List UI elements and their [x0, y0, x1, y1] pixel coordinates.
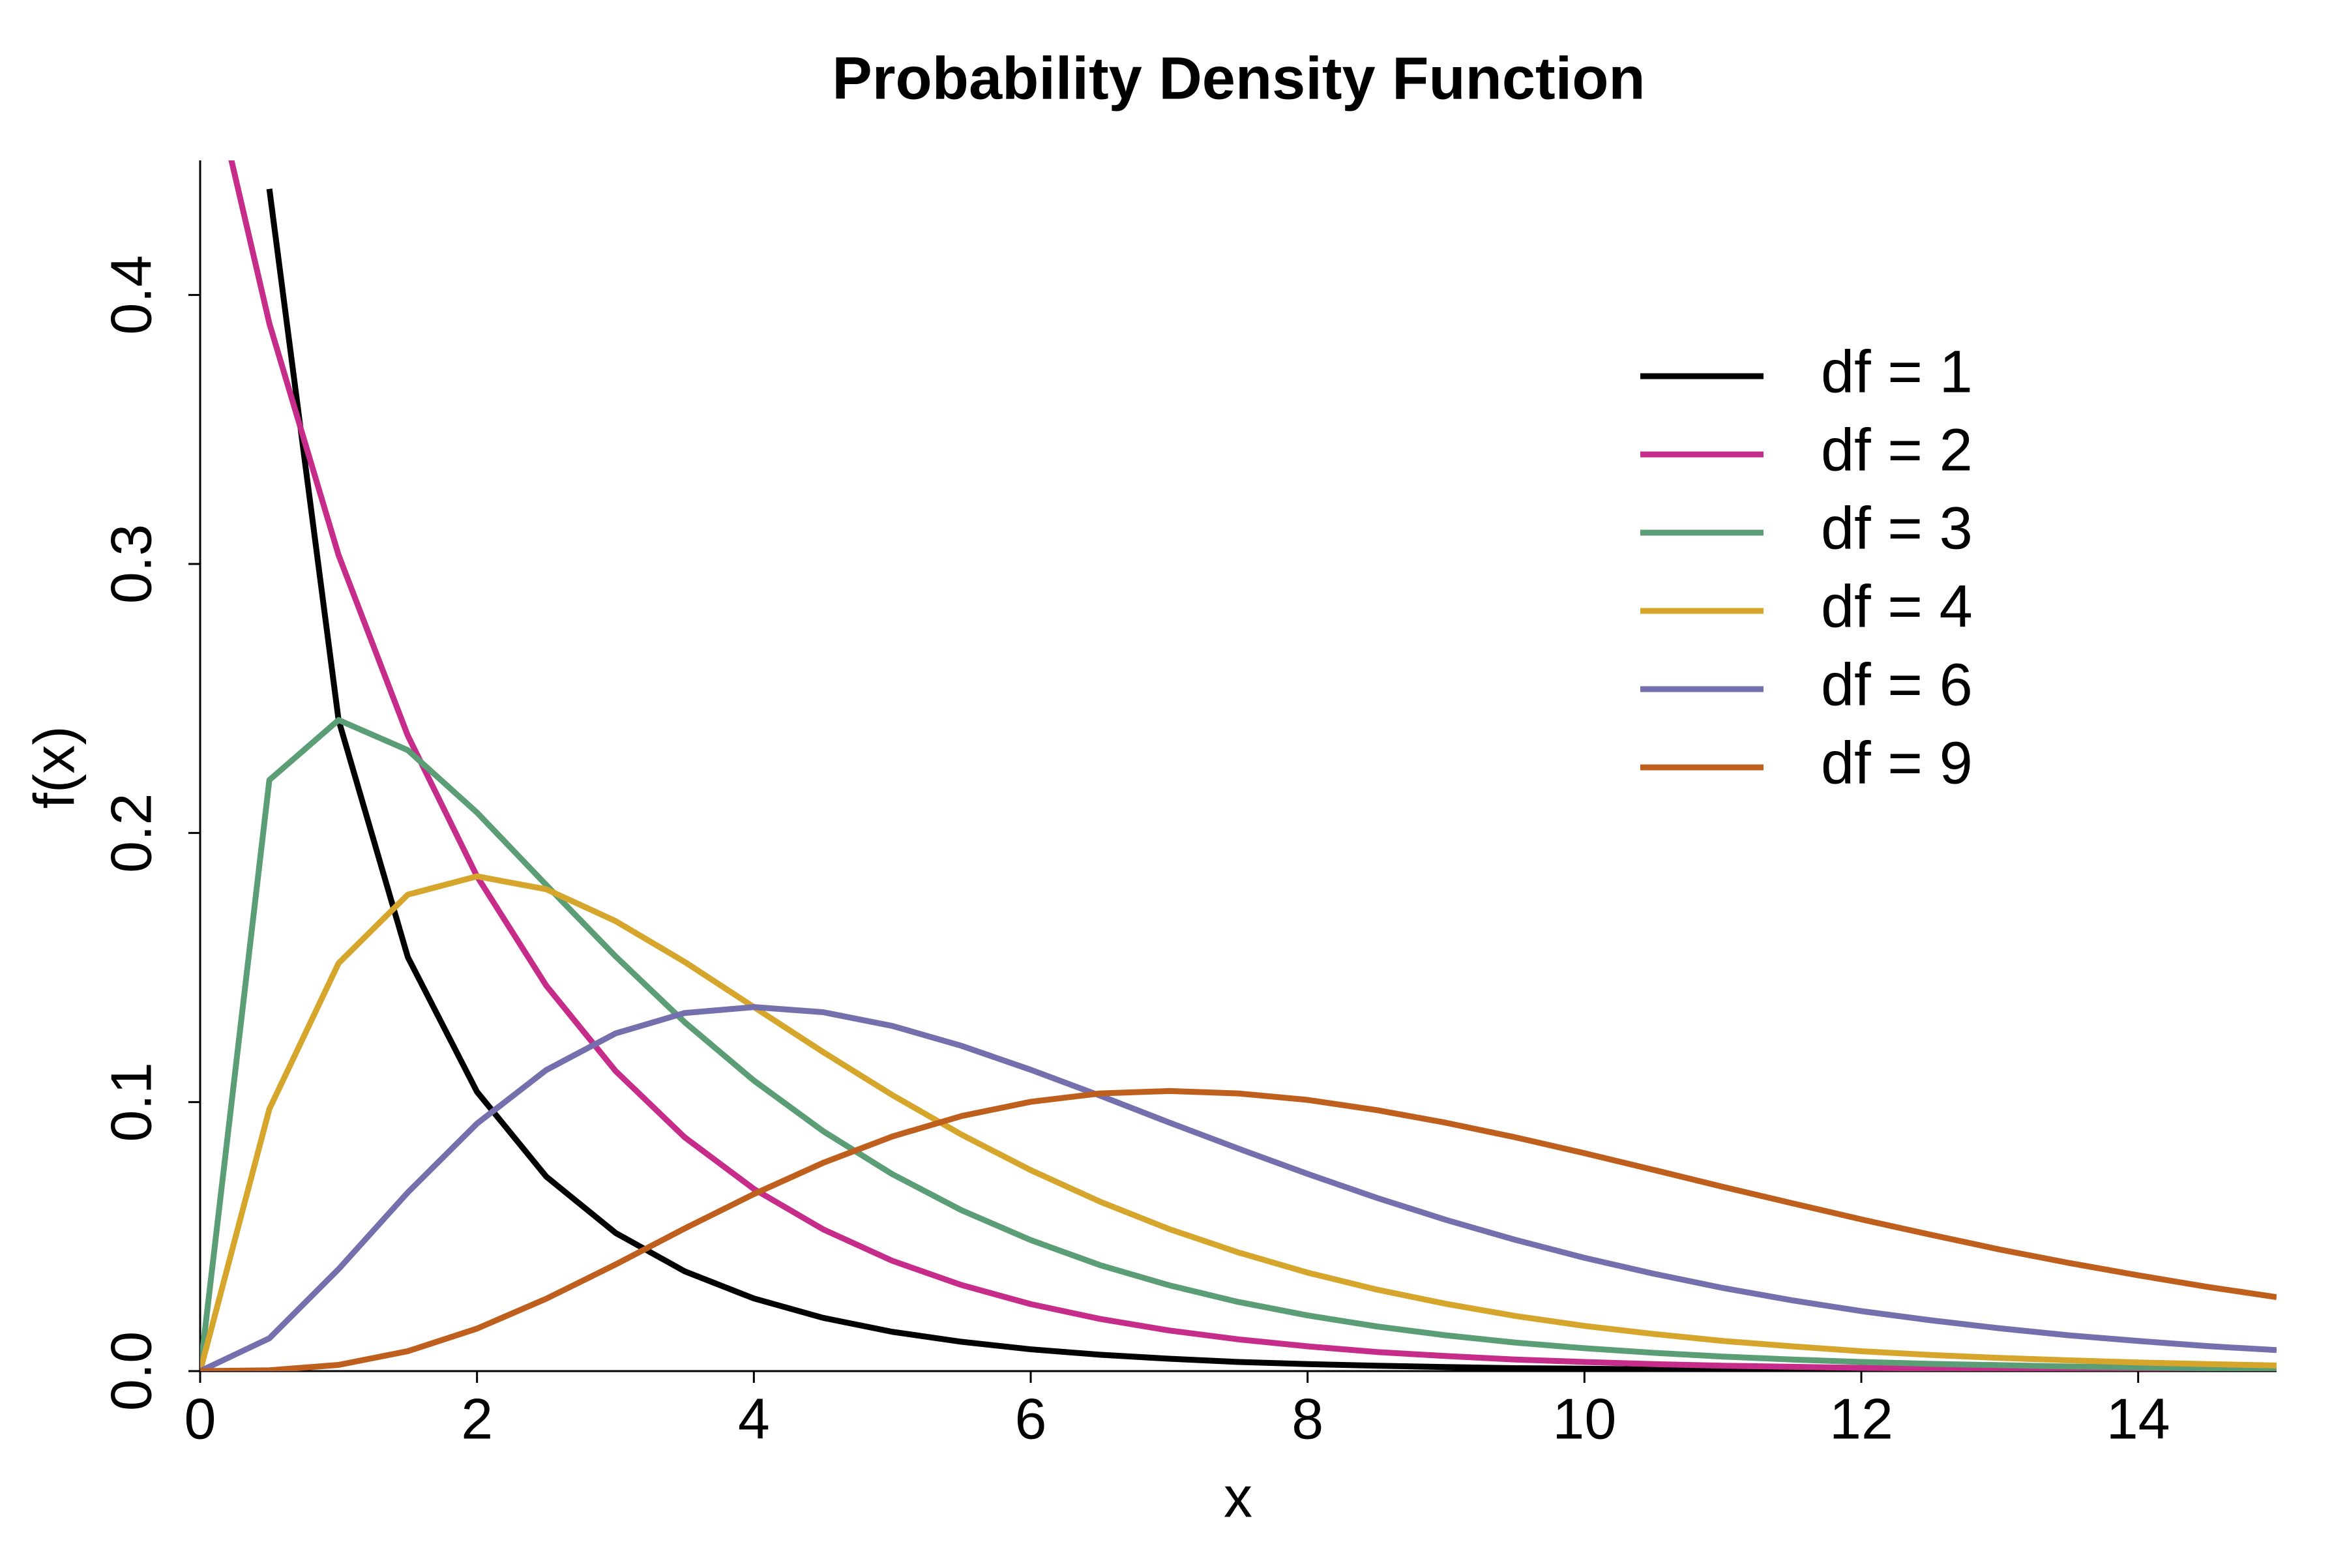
- x-tick-label: 0: [185, 1386, 216, 1451]
- y-tick-label: 0.4: [98, 255, 163, 334]
- x-tick-label: 12: [1829, 1386, 1893, 1451]
- x-axis-label: x: [1224, 1464, 1252, 1529]
- x-tick-label: 2: [461, 1386, 493, 1451]
- y-tick-label: 0.3: [98, 524, 163, 604]
- legend: df = 1 df = 2 df = 3 df = 4 df = 6 df = 9: [1640, 338, 1973, 796]
- series-line: [228, 160, 2277, 1371]
- legend-label: df = 1: [1821, 338, 1973, 405]
- x-tick-label: 10: [1552, 1386, 1616, 1451]
- x-tick-label: 14: [2106, 1386, 2170, 1451]
- chart-title: Probability Density Function: [832, 45, 1645, 111]
- series-line: [200, 873, 2277, 1371]
- series-line: [266, 188, 2277, 1371]
- legend-label: df = 9: [1821, 730, 1973, 796]
- legend-label: df = 2: [1821, 417, 1973, 483]
- x-tick-label: 8: [1292, 1386, 1323, 1451]
- legend-label: df = 6: [1821, 651, 1973, 718]
- y-tick-label: 0.0: [98, 1331, 163, 1411]
- series-line: [200, 1087, 2277, 1371]
- legend-label: df = 3: [1821, 495, 1973, 561]
- series-line: [200, 1004, 2277, 1371]
- x-tick-label: 4: [738, 1386, 770, 1451]
- plot-area: [200, 160, 2277, 1371]
- series-line: [200, 717, 2277, 1371]
- legend-label: df = 4: [1821, 573, 1973, 640]
- x-tick-label: 6: [1015, 1386, 1047, 1451]
- y-tick-label: 0.2: [98, 793, 163, 872]
- y-tick-label: 0.1: [98, 1062, 163, 1142]
- y-axis-label: f(x): [22, 726, 86, 808]
